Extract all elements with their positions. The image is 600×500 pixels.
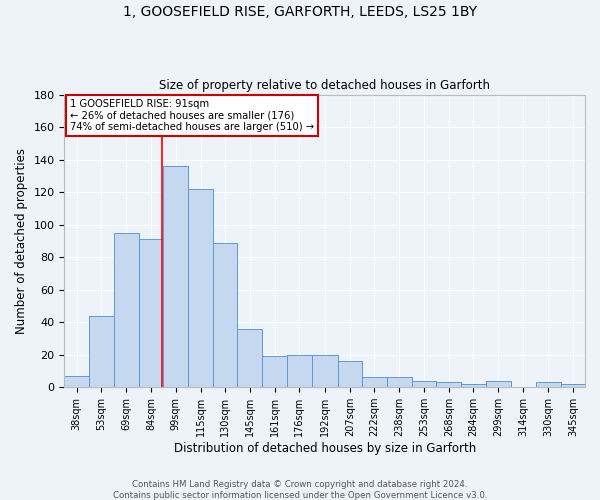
Text: 1, GOOSEFIELD RISE, GARFORTH, LEEDS, LS25 1BY: 1, GOOSEFIELD RISE, GARFORTH, LEEDS, LS2…	[123, 5, 477, 19]
Bar	[312, 354, 338, 387]
Bar	[387, 378, 412, 387]
Bar	[338, 361, 362, 387]
Bar	[362, 378, 387, 387]
Title: Size of property relative to detached houses in Garforth: Size of property relative to detached ho…	[159, 79, 490, 92]
Bar	[561, 384, 585, 387]
Bar	[262, 356, 287, 387]
Bar	[188, 189, 213, 387]
Bar	[139, 240, 163, 387]
Text: 1 GOOSEFIELD RISE: 91sqm
← 26% of detached houses are smaller (176)
74% of semi-: 1 GOOSEFIELD RISE: 91sqm ← 26% of detach…	[70, 99, 314, 132]
Bar	[89, 316, 114, 387]
Bar	[238, 328, 262, 387]
Bar	[461, 384, 485, 387]
Bar	[485, 380, 511, 387]
Bar	[536, 382, 561, 387]
Bar	[287, 354, 312, 387]
Bar	[114, 233, 139, 387]
Bar	[163, 166, 188, 387]
Text: Contains HM Land Registry data © Crown copyright and database right 2024.
Contai: Contains HM Land Registry data © Crown c…	[113, 480, 487, 500]
Bar	[64, 376, 89, 387]
Y-axis label: Number of detached properties: Number of detached properties	[15, 148, 28, 334]
Bar	[412, 380, 436, 387]
Bar	[436, 382, 461, 387]
X-axis label: Distribution of detached houses by size in Garforth: Distribution of detached houses by size …	[173, 442, 476, 455]
Bar	[213, 242, 238, 387]
